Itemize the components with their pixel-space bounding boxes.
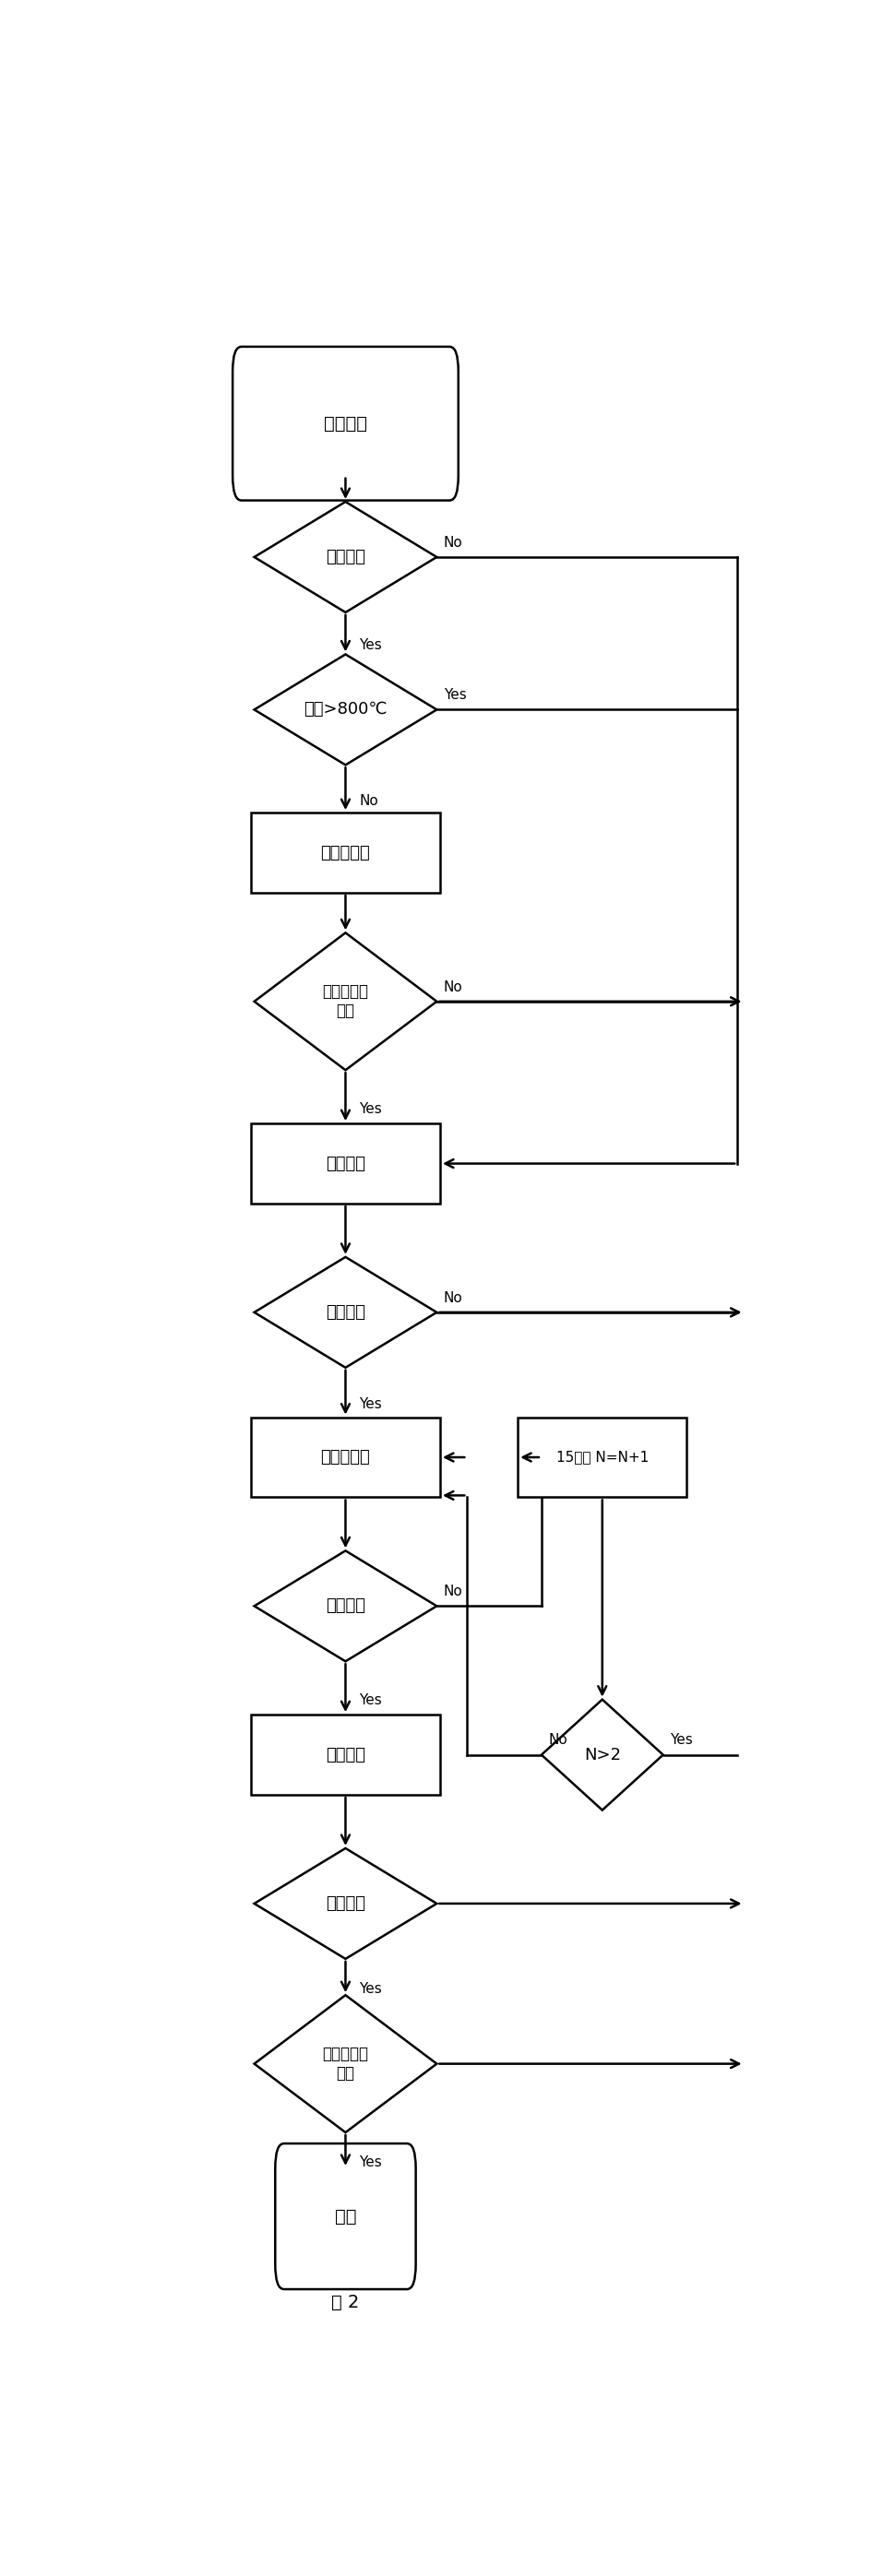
Bar [251, 1417, 440, 1497]
Text: No: No [359, 793, 378, 809]
Polygon shape [254, 1551, 436, 1662]
FancyBboxPatch shape [275, 2143, 415, 2290]
Polygon shape [541, 1700, 662, 1811]
Text: 图 2: 图 2 [331, 2293, 359, 2311]
Polygon shape [254, 502, 436, 613]
Text: 点火启动: 点火启动 [323, 415, 367, 433]
Text: No: No [443, 1291, 463, 1303]
Polygon shape [254, 654, 436, 765]
Polygon shape [254, 1994, 436, 2133]
Text: 煮气阀开: 煮气阀开 [325, 1896, 365, 1911]
Text: Yes: Yes [359, 639, 381, 652]
FancyBboxPatch shape [233, 348, 458, 500]
Text: No: No [443, 536, 463, 549]
Text: 辅烧嘴点火: 辅烧嘴点火 [321, 845, 370, 860]
Text: 空气阀开: 空气阀开 [325, 1303, 365, 1321]
Bar [517, 1417, 686, 1497]
Text: 烧嘴使用: 烧嘴使用 [325, 549, 365, 564]
Bar [251, 811, 440, 894]
Text: 结束: 结束 [334, 2208, 356, 2226]
Text: Yes: Yes [359, 1103, 381, 1115]
Text: Yes: Yes [359, 1692, 381, 1708]
Polygon shape [254, 1847, 436, 1958]
Text: No: No [443, 1584, 463, 1597]
Bar [251, 1716, 440, 1795]
Text: 主烧嘴点火
成功: 主烧嘴点火 成功 [322, 2045, 368, 2081]
Text: 空气阀开: 空气阀开 [325, 1154, 365, 1172]
Text: Yes: Yes [443, 688, 466, 703]
Bar [251, 1123, 440, 1203]
Text: No: No [548, 1734, 567, 1747]
Text: No: No [443, 979, 463, 994]
Polygon shape [254, 1257, 436, 1368]
Polygon shape [254, 933, 436, 1069]
Text: Yes: Yes [669, 1734, 692, 1747]
Text: 启动计时器: 启动计时器 [321, 1448, 370, 1466]
Text: 炉温>800℃: 炉温>800℃ [303, 701, 387, 719]
Text: N>2: N>2 [584, 1747, 620, 1762]
Text: 15秒后 N=N+1: 15秒后 N=N+1 [556, 1450, 648, 1463]
Text: 辅烧嘴点火
成功: 辅烧嘴点火 成功 [322, 984, 368, 1020]
Text: Yes: Yes [359, 1981, 381, 1996]
Text: Yes: Yes [359, 2156, 381, 2169]
Text: 煮气阀开: 煮气阀开 [325, 1747, 365, 1762]
Text: 计时结束: 计时结束 [325, 1597, 365, 1615]
Text: Yes: Yes [359, 1399, 381, 1412]
